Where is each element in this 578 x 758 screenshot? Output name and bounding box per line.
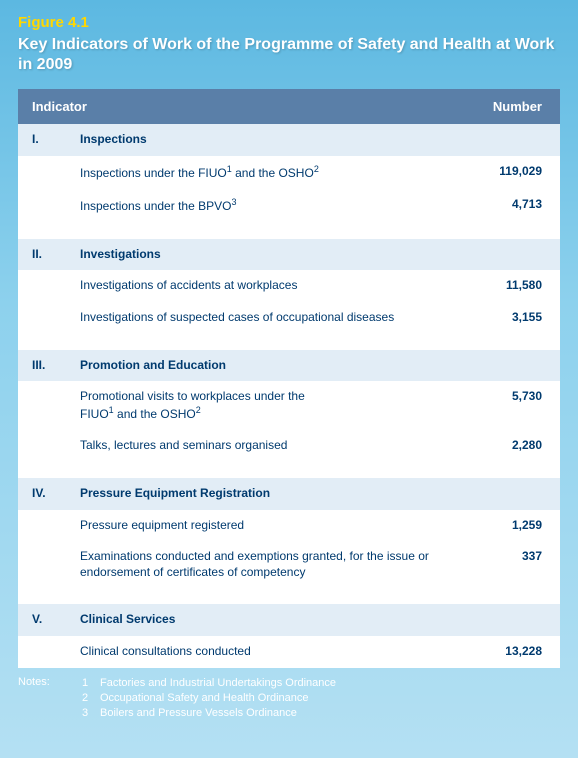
indicators-table: Indicator Number I. Inspections Inspecti… xyxy=(18,89,560,668)
section-title: Promotion and Education xyxy=(66,350,479,382)
section-num xyxy=(479,124,560,156)
row-value: 2,280 xyxy=(479,430,560,462)
col-indicator: Indicator xyxy=(18,89,479,124)
row-value: 4,713 xyxy=(479,189,560,223)
table-row: Promotional visits to workplaces under t… xyxy=(18,381,560,430)
table-row: Inspections under the BPVO3 4,713 xyxy=(18,189,560,223)
row-value: 11,580 xyxy=(479,270,560,302)
section-roman: II. xyxy=(18,239,66,271)
row-desc: Talks, lectures and seminars organised xyxy=(66,430,479,462)
table-row: Investigations of suspected cases of occ… xyxy=(18,302,560,334)
table-row: Pressure equipment registered 1,259 xyxy=(18,510,560,542)
row-desc: Pressure equipment registered xyxy=(66,510,479,542)
section-roman: I. xyxy=(18,124,66,156)
row-desc: Clinical consultations conducted xyxy=(66,636,479,668)
section-title: Investigations xyxy=(66,239,479,271)
table-row: Examinations conducted and exemptions gr… xyxy=(18,541,560,588)
note-item: 1Factories and Industrial Undertakings O… xyxy=(82,676,336,691)
row-desc: Investigations of suspected cases of occ… xyxy=(66,302,479,334)
note-item: 3Boilers and Pressure Vessels Ordinance xyxy=(82,706,336,721)
row-value: 337 xyxy=(479,541,560,588)
row-desc: Investigations of accidents at workplace… xyxy=(66,270,479,302)
section-row: V. Clinical Services xyxy=(18,604,560,636)
row-desc: Inspections under the BPVO3 xyxy=(66,189,479,223)
row-value: 3,155 xyxy=(479,302,560,334)
row-desc: Promotional visits to workplaces under t… xyxy=(66,381,479,430)
table-row: Investigations of accidents at workplace… xyxy=(18,270,560,302)
row-value: 5,730 xyxy=(479,381,560,430)
section-roman: IV. xyxy=(18,478,66,510)
section-row: II. Investigations xyxy=(18,239,560,271)
section-roman: III. xyxy=(18,350,66,382)
notes: Notes: 1Factories and Industrial Underta… xyxy=(18,676,560,722)
notes-list: 1Factories and Industrial Undertakings O… xyxy=(82,676,336,722)
figure-title: Key Indicators of Work of the Programme … xyxy=(18,35,560,75)
section-title: Inspections xyxy=(66,124,479,156)
section-title: Clinical Services xyxy=(66,604,479,636)
section-row: III. Promotion and Education xyxy=(18,350,560,382)
table-row: Talks, lectures and seminars organised 2… xyxy=(18,430,560,462)
table-header-row: Indicator Number xyxy=(18,89,560,124)
row-desc: Examinations conducted and exemptions gr… xyxy=(66,541,479,588)
notes-label: Notes: xyxy=(18,676,82,722)
section-roman: V. xyxy=(18,604,66,636)
table-row: Clinical consultations conducted 13,228 xyxy=(18,636,560,668)
note-item: 2Occupational Safety and Health Ordinanc… xyxy=(82,691,336,706)
row-desc: Inspections under the FIUO1 and the OSHO… xyxy=(66,156,479,190)
row-value: 119,029 xyxy=(479,156,560,190)
section-title: Pressure Equipment Registration xyxy=(66,478,479,510)
row-value: 1,259 xyxy=(479,510,560,542)
section-row: IV. Pressure Equipment Registration xyxy=(18,478,560,510)
col-number: Number xyxy=(479,89,560,124)
row-value: 13,228 xyxy=(479,636,560,668)
figure-label: Figure 4.1 xyxy=(18,14,560,31)
section-row: I. Inspections xyxy=(18,124,560,156)
table-row: Inspections under the FIUO1 and the OSHO… xyxy=(18,156,560,190)
